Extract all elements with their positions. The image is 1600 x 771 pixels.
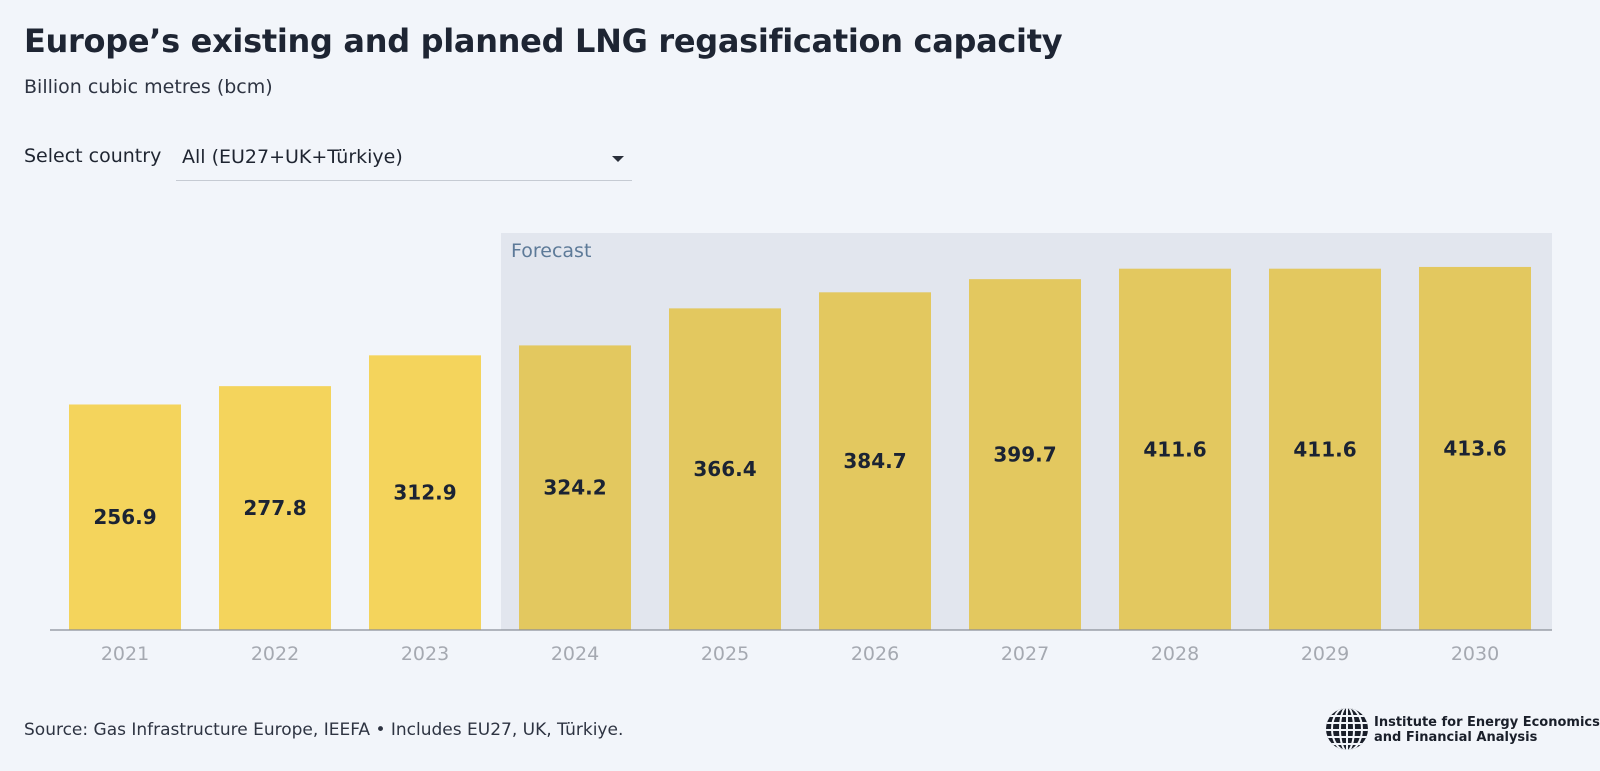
globe-icon (1326, 708, 1368, 750)
forecast-label: Forecast (511, 240, 591, 262)
bar-2028 (1119, 268, 1231, 630)
ieefa-logo: Institute for Energy Economics and Finan… (1324, 706, 1600, 752)
bar-2029 (1269, 268, 1381, 630)
data-label-2029: 411.6 (1293, 437, 1356, 461)
x-tick-2025: 2025 (701, 643, 749, 665)
bar-2023 (369, 355, 481, 630)
x-tick-2030: 2030 (1451, 643, 1499, 665)
bar-2030 (1419, 266, 1531, 630)
bar-chart: Forecast 256.9 2021 277.8 2022 312.9 2023 324.2… (50, 233, 1552, 665)
data-label-2023: 312.9 (393, 481, 456, 505)
logo-text-line1: Institute for Energy Economics (1374, 715, 1600, 730)
data-label-2030: 413.6 (1443, 436, 1506, 460)
data-label-2027: 399.7 (993, 443, 1056, 467)
x-tick-2023: 2023 (401, 643, 449, 665)
x-tick-2021: 2021 (101, 643, 149, 665)
x-tick-2024: 2024 (551, 643, 599, 665)
country-select[interactable]: All (EU27+UK+Türkiye) (176, 138, 632, 181)
bar-2025 (669, 308, 781, 630)
data-label-2022: 277.8 (243, 496, 306, 520)
data-label-2024: 324.2 (543, 476, 606, 500)
bar-2024 (519, 345, 631, 630)
x-tick-2022: 2022 (251, 643, 299, 665)
bar-2026 (819, 292, 931, 630)
bar-2027 (969, 279, 1081, 630)
data-label-2028: 411.6 (1143, 437, 1206, 461)
country-select-label: Select country (24, 145, 162, 167)
bar-2022 (219, 386, 331, 630)
x-tick-2029: 2029 (1301, 643, 1349, 665)
country-select-value: All (EU27+UK+Türkiye) (182, 146, 403, 168)
bar-2021 (69, 404, 181, 630)
data-label-2021: 256.9 (93, 505, 156, 529)
source-note: Source: Gas Infrastructure Europe, IEEFA… (24, 720, 624, 740)
x-tick-2027: 2027 (1001, 643, 1049, 665)
chart-title: Europe’s existing and planned LNG regasi… (24, 22, 1063, 60)
data-label-2026: 384.7 (843, 449, 906, 473)
logo-text-line2: and Financial Analysis (1374, 730, 1538, 745)
data-label-2025: 366.4 (693, 457, 756, 481)
chart-subtitle: Billion cubic metres (bcm) (24, 76, 273, 98)
x-tick-2026: 2026 (851, 643, 899, 665)
chevron-down-icon (612, 156, 624, 162)
x-tick-2028: 2028 (1151, 643, 1199, 665)
